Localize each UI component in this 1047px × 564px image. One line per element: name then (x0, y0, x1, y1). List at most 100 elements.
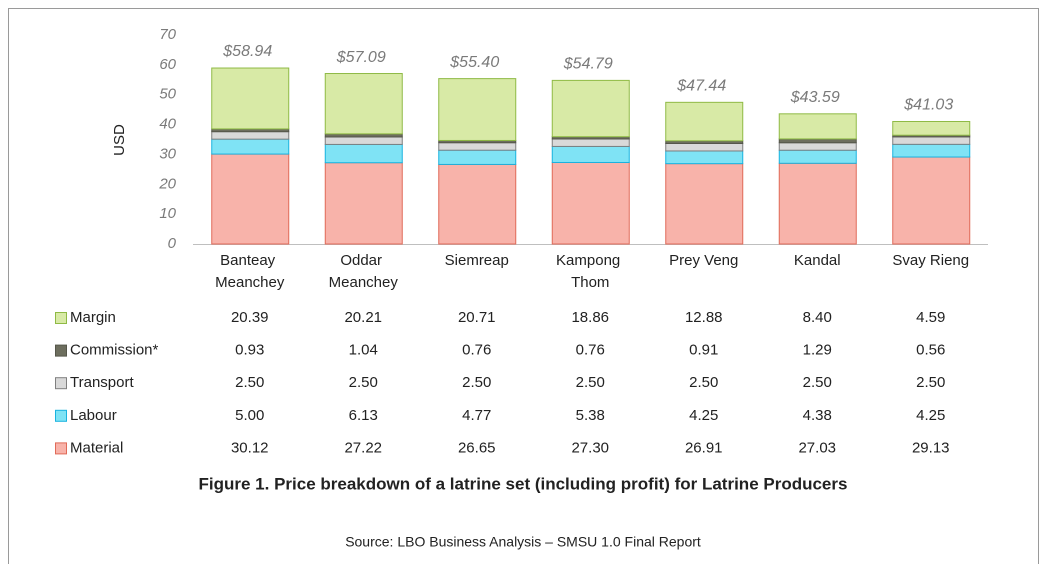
table-cell: 0.91 (689, 342, 718, 359)
x-tick-label: Banteay Meanchey (215, 252, 285, 291)
table-cell: 20.21 (344, 309, 382, 326)
table-cell: 20.39 (231, 309, 269, 326)
table-cell: 4.25 (689, 407, 718, 424)
table-cell: 2.50 (235, 374, 264, 391)
x-tick-label: Kandal (794, 252, 841, 269)
table-cell: 26.65 (458, 439, 496, 456)
bar-segment (438, 149, 517, 165)
legend-label: Labour (70, 407, 117, 424)
table-cell: 30.12 (231, 439, 269, 456)
bar-segment (211, 138, 290, 155)
y-tick-label: 10 (159, 205, 176, 222)
table-cell: 2.50 (916, 374, 945, 391)
table-cell: 0.76 (576, 342, 605, 359)
y-tick-label: 20 (158, 175, 176, 192)
y-tick-label: 60 (159, 56, 176, 73)
table-cell: 18.86 (571, 309, 609, 326)
table-cell: 20.71 (458, 309, 496, 326)
y-axis-label: USD (111, 124, 128, 156)
table-cell: 27.30 (571, 439, 609, 456)
bar-segment (324, 162, 403, 245)
table-cell: 26.91 (685, 439, 723, 456)
source: Source: LBO Business Analysis – SMSU 1.0… (345, 534, 701, 550)
bar-segment (778, 149, 857, 164)
bar-segment (892, 120, 971, 136)
legend-label: Margin (70, 309, 116, 326)
x-tick-label: Svay Rieng (892, 252, 969, 269)
table-cell: 4.77 (462, 407, 491, 424)
y-tick-label: 30 (159, 145, 176, 162)
y-tick-label: 50 (159, 86, 176, 103)
bar-segment (551, 79, 630, 138)
bar-segment (892, 156, 971, 245)
bar-segment (211, 131, 290, 140)
table-cell: 2.50 (689, 374, 718, 391)
legend-label: Transport (70, 374, 134, 391)
legend-swatch (55, 442, 67, 455)
bar-segment (778, 142, 857, 151)
table-cell: 0.93 (235, 342, 264, 359)
table-cell: 2.50 (803, 374, 832, 391)
table-cell: 0.56 (916, 342, 945, 359)
total-label: $43.59 (790, 89, 840, 106)
bar-segment (324, 143, 403, 164)
caption: Figure 1. Price breakdown of a latrine s… (199, 474, 848, 493)
table-cell: 29.13 (912, 439, 950, 456)
table-cell: 2.50 (349, 374, 378, 391)
bar-segment (324, 73, 403, 135)
table-cell: 27.03 (798, 439, 836, 456)
legend-swatch (55, 312, 67, 324)
x-tick-label: Kampong Thom (556, 252, 624, 291)
bar-segment (211, 67, 290, 130)
table-cell: 6.13 (349, 407, 378, 424)
y-tick-label: 70 (159, 26, 176, 43)
table-cell: 8.40 (803, 309, 832, 326)
total-label: $58.94 (222, 43, 272, 60)
bar-segment (438, 163, 517, 245)
frame (8, 8, 1039, 564)
x-tick-label: Siemreap (445, 252, 509, 269)
bar-segment (211, 153, 290, 245)
table-cell: 4.25 (916, 407, 945, 424)
legend-swatch (55, 409, 67, 422)
legend-swatch (55, 377, 67, 390)
table-cell: 2.50 (462, 374, 491, 391)
bar-segment (324, 136, 403, 145)
bar-segment (438, 78, 517, 141)
table-cell: 0.76 (462, 342, 491, 359)
y-tick-label: 0 (168, 235, 177, 252)
legend-label: Commission* (70, 342, 159, 359)
table-cell: 5.38 (576, 407, 605, 424)
bar-segment (438, 142, 517, 151)
bar-segment (665, 150, 744, 165)
x-tick-label: Prey Veng (669, 252, 738, 269)
total-label: $54.79 (563, 56, 613, 73)
legend-swatch (55, 344, 67, 357)
bar-segment (665, 101, 744, 142)
bar-segment (778, 113, 857, 140)
bar-segment (665, 163, 744, 245)
table-cell: 1.04 (349, 342, 378, 359)
bar-segment (892, 136, 971, 145)
table-cell: 4.38 (803, 407, 832, 424)
table-cell: 5.00 (235, 407, 264, 424)
legend-label: Material (70, 439, 123, 456)
table-cell: 27.22 (344, 439, 382, 456)
bar-segment (551, 138, 630, 147)
x-tick-label: Oddar Meanchey (329, 252, 399, 291)
total-label: $55.40 (449, 54, 499, 71)
total-label: $47.44 (676, 78, 726, 95)
table-cell: 1.29 (803, 342, 832, 359)
bar-segment (551, 145, 630, 163)
y-tick-label: 40 (159, 116, 176, 133)
table-cell: 4.59 (916, 309, 945, 326)
total-label: $41.03 (903, 97, 953, 114)
bar-segment (778, 138, 857, 144)
bar-segment (892, 143, 971, 158)
table-cell: 12.88 (685, 309, 723, 326)
bar-segment (551, 161, 630, 245)
bar-segment (665, 143, 744, 152)
table-cell: 2.50 (576, 374, 605, 391)
bar-segment (778, 162, 857, 245)
